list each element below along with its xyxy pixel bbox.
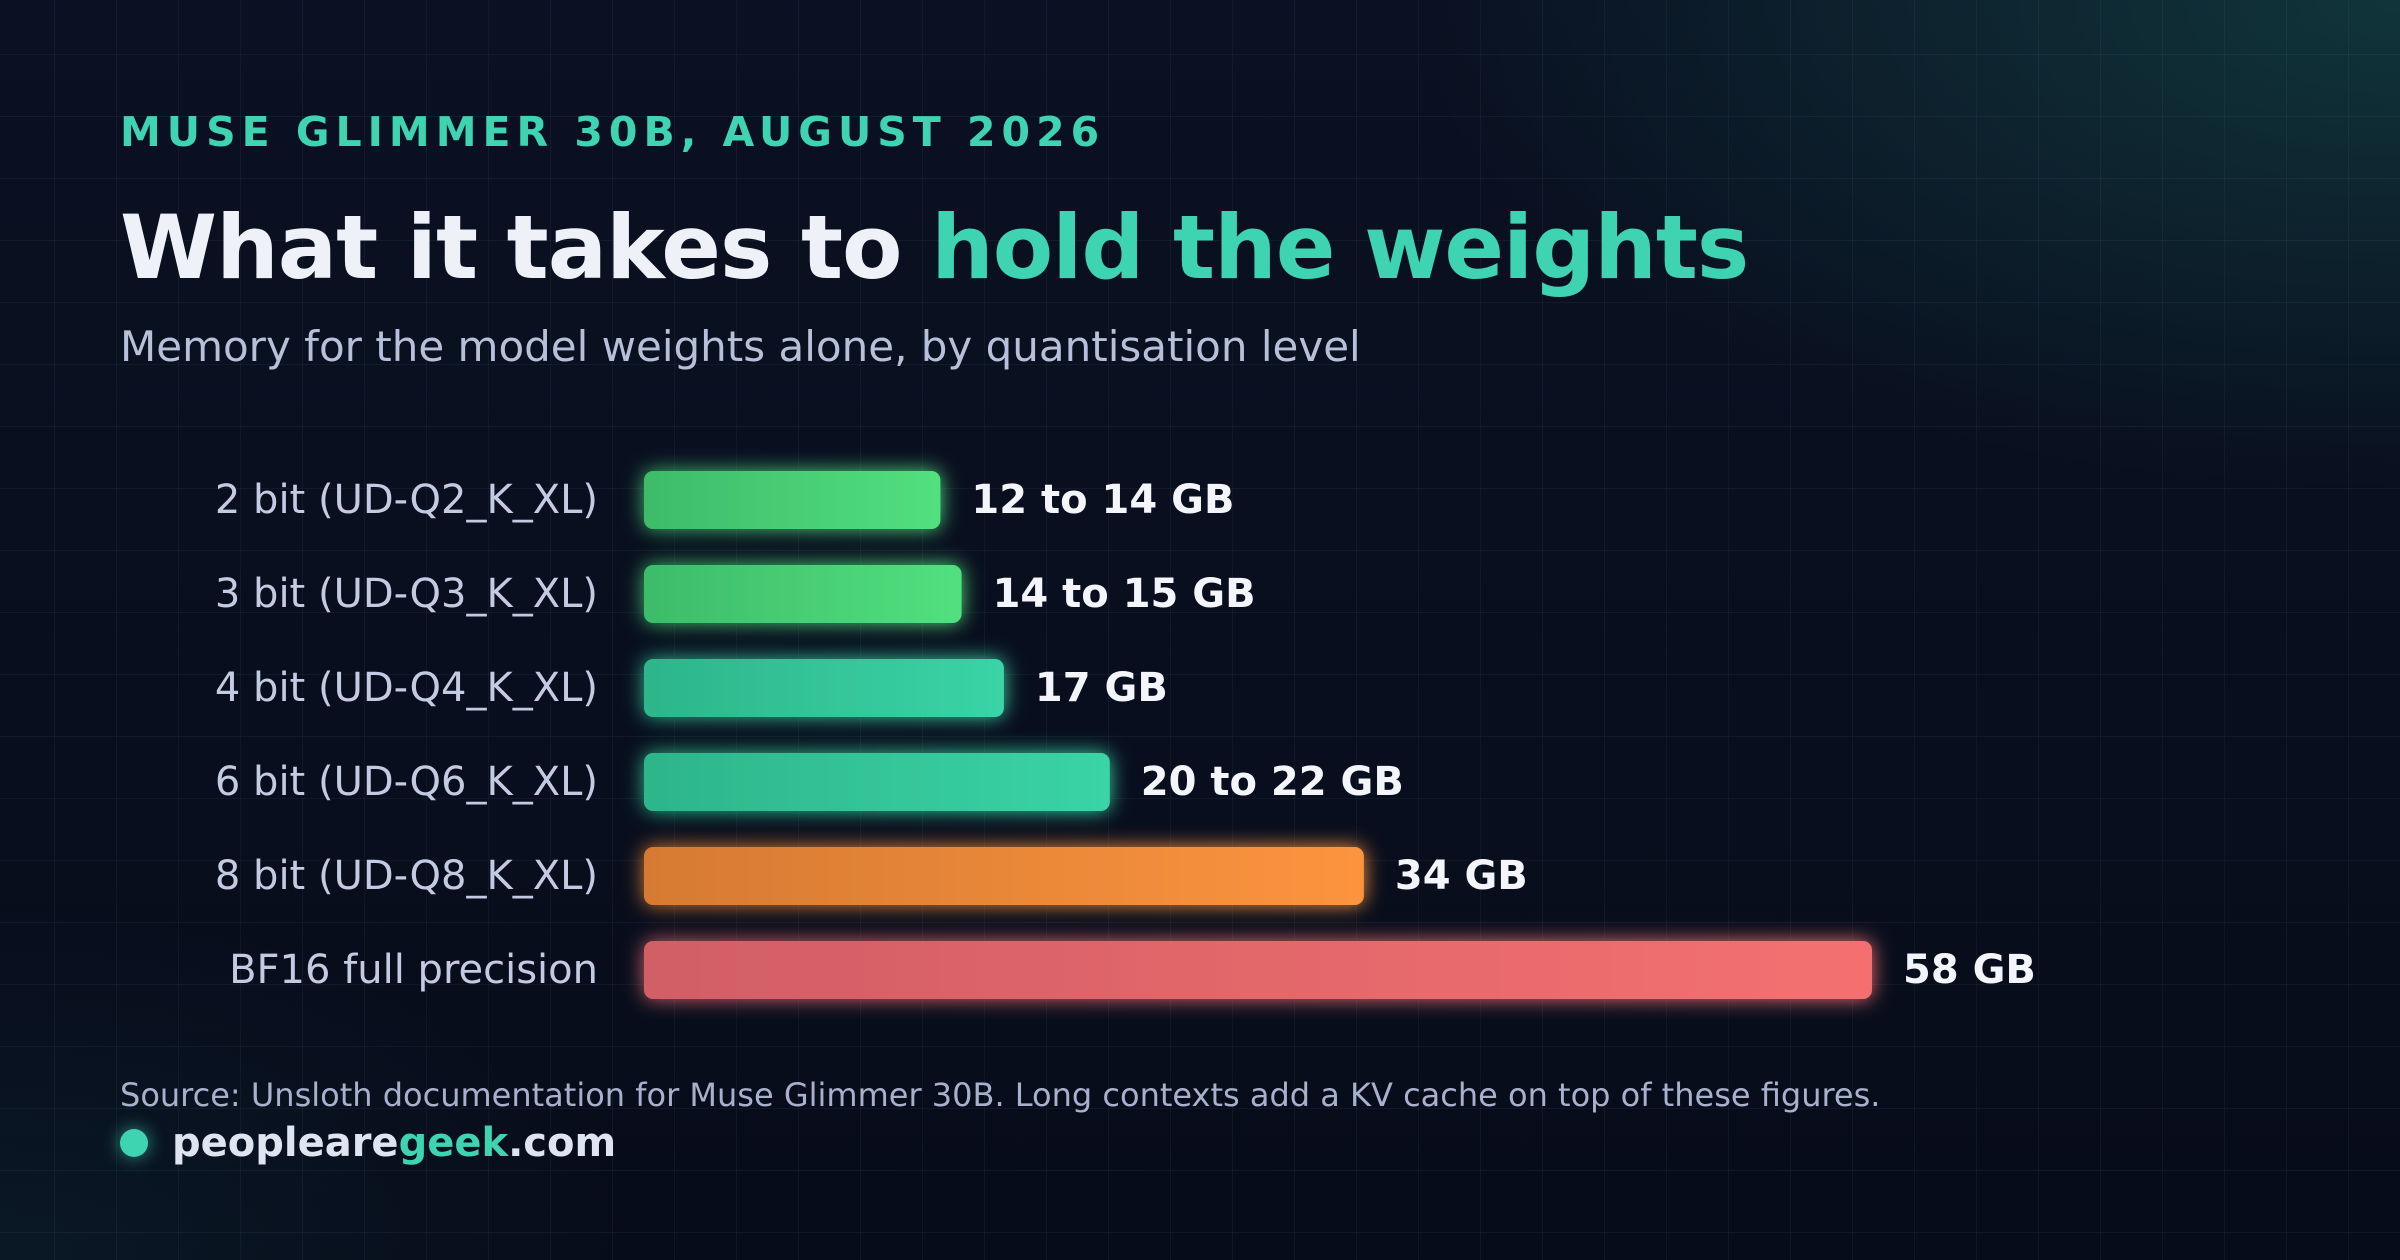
bar xyxy=(644,753,1110,811)
value-label: 20 to 22 GB xyxy=(1141,759,1404,805)
title-accent: hold the weights xyxy=(931,196,1749,299)
bar xyxy=(644,471,941,529)
value-label: 14 to 15 GB xyxy=(993,571,1256,617)
brand-name-plain: peopleare xyxy=(172,1120,399,1166)
page-title: What it takes to hold the weights xyxy=(120,196,1749,299)
value-label: 58 GB xyxy=(1903,947,2036,993)
brand-name-accent: geek xyxy=(398,1120,509,1166)
title-plain: What it takes to xyxy=(120,196,932,299)
category-label: BF16 full precision xyxy=(229,947,598,993)
brand-dot-icon xyxy=(120,1129,148,1157)
brand: peopleare geek .com xyxy=(120,1120,616,1166)
value-label: 12 to 14 GB xyxy=(971,477,1234,523)
bar xyxy=(644,565,962,623)
bar xyxy=(644,941,1872,999)
eyebrow: MUSE GLIMMER 30B, AUGUST 2026 xyxy=(120,108,1106,156)
subtitle: Memory for the model weights alone, by q… xyxy=(120,322,1361,371)
value-label: 34 GB xyxy=(1395,853,1528,899)
brand-name-tail: .com xyxy=(508,1120,617,1166)
category-label: 4 bit (UD-Q4_K_XL) xyxy=(215,665,598,711)
bar xyxy=(644,659,1004,717)
category-label: 3 bit (UD-Q3_K_XL) xyxy=(215,571,598,617)
category-label: 6 bit (UD-Q6_K_XL) xyxy=(215,759,598,805)
bar xyxy=(644,847,1364,905)
category-label: 2 bit (UD-Q2_K_XL) xyxy=(215,477,598,523)
category-label: 8 bit (UD-Q8_K_XL) xyxy=(215,853,598,899)
value-label: 17 GB xyxy=(1035,665,1168,711)
source-note: Source: Unsloth documentation for Muse G… xyxy=(120,1076,1881,1114)
